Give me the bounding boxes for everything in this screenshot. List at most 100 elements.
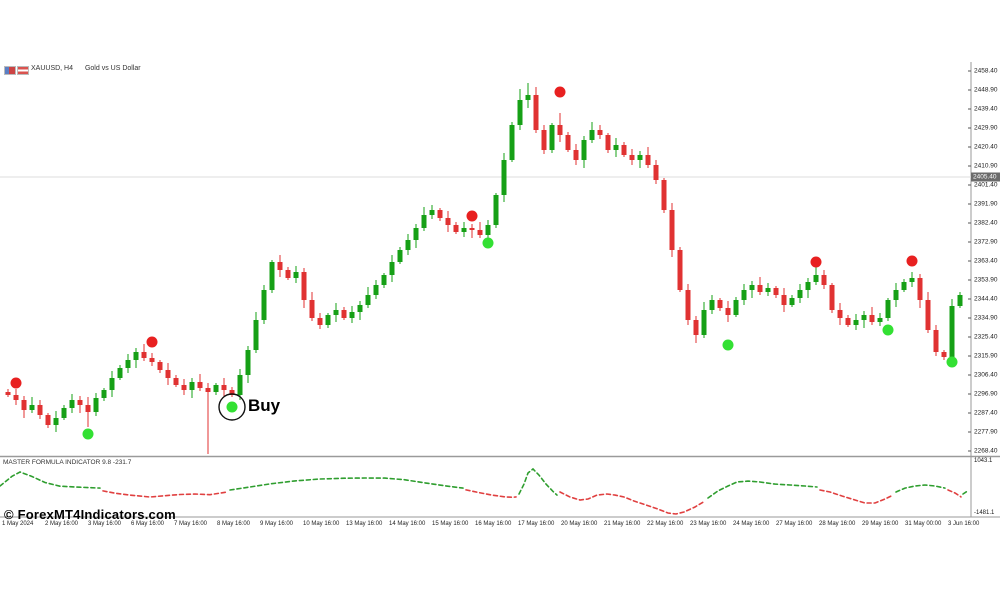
price-axis-label: 2439.40 bbox=[974, 105, 998, 113]
price-axis-label: 2382.40 bbox=[974, 219, 998, 227]
price-axis-label: 2334.90 bbox=[974, 314, 998, 322]
candle-body bbox=[165, 370, 171, 378]
indicator-curve-segment bbox=[947, 489, 962, 498]
candle-body bbox=[493, 195, 499, 225]
time-axis-label: 29 May 16:00 bbox=[862, 521, 899, 527]
current-price-label: 2405.40 bbox=[971, 172, 1000, 182]
price-axis-label: 2344.40 bbox=[974, 295, 998, 303]
candle-body bbox=[869, 315, 875, 322]
candle-body bbox=[669, 210, 675, 250]
candle-body bbox=[901, 282, 907, 290]
watermark: © ForexMT4Indicators.com bbox=[4, 507, 176, 522]
candle-body bbox=[845, 318, 851, 325]
candle-body bbox=[397, 250, 403, 262]
candle-body bbox=[581, 140, 587, 160]
candle-body bbox=[125, 360, 131, 368]
candle-body bbox=[413, 228, 419, 240]
candle-body bbox=[509, 125, 515, 160]
candle-body bbox=[437, 210, 443, 218]
candle-body bbox=[269, 262, 275, 290]
candle-body bbox=[709, 300, 715, 310]
candle-body bbox=[541, 130, 547, 150]
time-axis-label: 17 May 16:00 bbox=[518, 521, 555, 527]
candle-body bbox=[101, 390, 107, 398]
candle-body bbox=[317, 318, 323, 325]
buy-signal-dot bbox=[882, 324, 894, 336]
time-axis-label: 8 May 16:00 bbox=[217, 521, 251, 527]
candle-body bbox=[741, 290, 747, 300]
candle-body bbox=[349, 312, 355, 318]
candle-body bbox=[789, 298, 795, 305]
indicator-curve-segment bbox=[707, 480, 818, 499]
sell-signal-dot bbox=[810, 256, 822, 268]
time-axis-label: 13 May 16:00 bbox=[346, 521, 383, 527]
buy-signal-dot bbox=[482, 237, 494, 249]
time-axis-label: 10 May 16:00 bbox=[303, 521, 340, 527]
candle-body bbox=[365, 295, 371, 305]
candle-body bbox=[645, 155, 651, 165]
candle-body bbox=[21, 400, 27, 410]
indicator-min-label: -1481.1 bbox=[974, 510, 995, 516]
candle-body bbox=[733, 300, 739, 315]
candle-body bbox=[837, 310, 843, 318]
candle-body bbox=[133, 352, 139, 360]
candle-body bbox=[501, 160, 507, 195]
price-axis-label: 2325.40 bbox=[974, 333, 998, 341]
candle-body bbox=[773, 288, 779, 295]
candle-body bbox=[453, 225, 459, 232]
price-axis-label: 2287.40 bbox=[974, 409, 998, 417]
candle-body bbox=[621, 145, 627, 155]
candle-body bbox=[477, 230, 483, 235]
candle-body bbox=[325, 315, 331, 325]
time-axis-label: 20 May 16:00 bbox=[561, 521, 598, 527]
candle-body bbox=[469, 228, 475, 230]
candle-body bbox=[301, 272, 307, 300]
time-axis-label: 7 May 16:00 bbox=[174, 521, 208, 527]
chart-description: Gold vs US Dollar bbox=[84, 65, 141, 72]
candle-body bbox=[189, 382, 195, 390]
candle-body bbox=[429, 210, 435, 215]
time-axis-label: 16 May 16:00 bbox=[475, 521, 512, 527]
time-axis-label: 31 May 00:00 bbox=[905, 521, 942, 527]
instrument-flag-icon-1 bbox=[4, 66, 16, 75]
candle-body bbox=[677, 250, 683, 290]
candle-body bbox=[685, 290, 691, 320]
buy-signal-dot bbox=[722, 339, 734, 351]
candle-body bbox=[725, 308, 731, 315]
price-axis-label: 2391.90 bbox=[974, 200, 998, 208]
candle-body bbox=[85, 405, 91, 412]
candle-body bbox=[917, 278, 923, 300]
buy-signal-dot bbox=[82, 428, 94, 440]
candle-body bbox=[629, 155, 635, 160]
candle-body bbox=[861, 315, 867, 320]
time-axis-label: 24 May 16:00 bbox=[733, 521, 770, 527]
candle-body bbox=[421, 215, 427, 228]
indicator-curve-segment bbox=[518, 467, 558, 496]
candle-body bbox=[829, 285, 835, 310]
candle-body bbox=[45, 415, 51, 425]
candle-body bbox=[885, 300, 891, 318]
price-axis-label: 2353.90 bbox=[974, 276, 998, 284]
candle-body bbox=[205, 388, 211, 392]
candle-body bbox=[813, 275, 819, 282]
price-axis-label: 2420.40 bbox=[974, 143, 998, 151]
candle-body bbox=[893, 290, 899, 300]
candle-body bbox=[149, 358, 155, 362]
candle-body bbox=[181, 385, 187, 390]
candle-body bbox=[749, 285, 755, 290]
buy-highlight-circle bbox=[218, 393, 246, 421]
time-axis-label: 3 May 16:00 bbox=[88, 521, 122, 527]
candle-body bbox=[213, 385, 219, 392]
price-axis-label: 2372.90 bbox=[974, 238, 998, 246]
candle-body bbox=[821, 275, 827, 285]
candle-body bbox=[765, 288, 771, 292]
price-axis-label: 2277.90 bbox=[974, 428, 998, 436]
time-axis-label: 9 May 16:00 bbox=[260, 521, 294, 527]
candle-body bbox=[557, 125, 563, 135]
indicator-name-label: MASTER FORMULA INDICATOR 9.8 -231.7 bbox=[3, 459, 132, 466]
indicator-curve-segment bbox=[895, 484, 946, 493]
time-axis-label: 6 May 16:00 bbox=[131, 521, 165, 527]
instrument-flag-icon-2 bbox=[17, 66, 29, 75]
time-axis-label: 27 May 16:00 bbox=[776, 521, 813, 527]
